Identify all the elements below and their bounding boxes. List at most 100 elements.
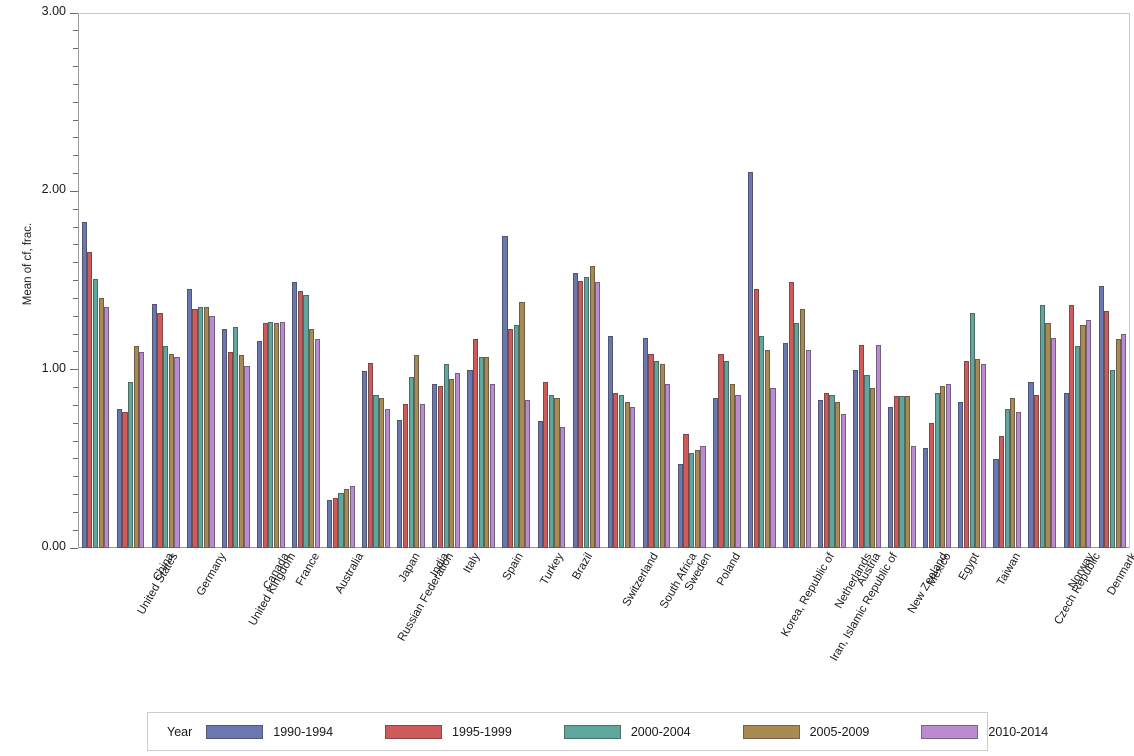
bar[interactable]: [823, 392, 829, 548]
bar[interactable]: [993, 458, 999, 548]
bar[interactable]: [788, 282, 794, 548]
bar[interactable]: [467, 369, 473, 548]
bar[interactable]: [478, 357, 484, 548]
bar[interactable]: [437, 385, 444, 548]
bar[interactable]: [578, 280, 584, 548]
bar[interactable]: [308, 328, 315, 548]
bar[interactable]: [753, 289, 759, 548]
bar[interactable]: [256, 341, 263, 548]
bar[interactable]: [700, 446, 706, 548]
bar[interactable]: [133, 346, 139, 548]
bar[interactable]: [297, 291, 303, 548]
bar[interactable]: [572, 273, 578, 548]
bar[interactable]: [1115, 339, 1121, 548]
bar[interactable]: [888, 407, 894, 548]
bar[interactable]: [829, 394, 835, 548]
bar[interactable]: [999, 435, 1005, 548]
bar[interactable]: [513, 325, 519, 548]
bar[interactable]: [630, 407, 636, 548]
bar[interactable]: [379, 398, 385, 548]
bar[interactable]: [665, 383, 671, 548]
bar[interactable]: [292, 282, 298, 548]
bar[interactable]: [227, 351, 233, 548]
bar[interactable]: [1069, 305, 1075, 548]
bar[interactable]: [853, 369, 859, 548]
bar[interactable]: [525, 399, 531, 548]
bar[interactable]: [408, 376, 414, 548]
bar[interactable]: [595, 282, 601, 548]
bar[interactable]: [186, 289, 193, 548]
legend-entry[interactable]: 2010-2014: [921, 724, 1048, 739]
bar[interactable]: [1104, 310, 1110, 548]
bar[interactable]: [1015, 412, 1022, 548]
bar[interactable]: [1039, 305, 1045, 548]
bar[interactable]: [940, 385, 946, 548]
bar[interactable]: [1098, 285, 1104, 548]
bar[interactable]: [1109, 369, 1116, 548]
bar[interactable]: [858, 344, 864, 548]
bar[interactable]: [454, 373, 461, 548]
bar[interactable]: [642, 337, 648, 548]
bar[interactable]: [934, 392, 940, 548]
bar[interactable]: [864, 375, 870, 548]
bar[interactable]: [262, 323, 268, 548]
bar[interactable]: [384, 408, 390, 548]
bar[interactable]: [1121, 334, 1127, 548]
bar[interactable]: [279, 321, 285, 548]
bar[interactable]: [87, 251, 93, 548]
bar[interactable]: [449, 378, 455, 548]
bar[interactable]: [694, 449, 700, 548]
bar[interactable]: [502, 235, 508, 548]
bar[interactable]: [782, 342, 789, 548]
bar[interactable]: [432, 383, 438, 548]
bar[interactable]: [268, 321, 274, 548]
bar[interactable]: [139, 351, 145, 548]
bar[interactable]: [712, 398, 719, 548]
bar[interactable]: [764, 350, 771, 548]
bar[interactable]: [980, 364, 987, 548]
bar[interactable]: [718, 353, 724, 548]
bar[interactable]: [794, 323, 800, 548]
bar[interactable]: [151, 303, 157, 548]
bar[interactable]: [945, 383, 951, 548]
legend-entry[interactable]: 1995-1999: [385, 724, 512, 739]
bar[interactable]: [613, 392, 619, 548]
bar[interactable]: [508, 328, 514, 548]
bar[interactable]: [1074, 346, 1080, 548]
bar[interactable]: [805, 350, 811, 548]
bar[interactable]: [958, 401, 964, 548]
bar[interactable]: [203, 307, 209, 548]
legend-entry[interactable]: 1990-1994: [206, 724, 333, 739]
bar[interactable]: [759, 335, 765, 548]
bar[interactable]: [209, 316, 215, 548]
bar[interactable]: [969, 312, 975, 548]
bar[interactable]: [799, 309, 806, 548]
legend-entry[interactable]: 2005-2009: [742, 724, 869, 739]
bar[interactable]: [1086, 319, 1092, 548]
bar[interactable]: [893, 396, 899, 548]
bar[interactable]: [419, 403, 425, 548]
bar[interactable]: [198, 307, 204, 548]
bar[interactable]: [963, 360, 970, 548]
bar[interactable]: [519, 301, 525, 548]
bar[interactable]: [537, 421, 543, 548]
bar[interactable]: [168, 353, 174, 548]
bar[interactable]: [923, 448, 929, 548]
bar[interactable]: [735, 394, 741, 548]
bar[interactable]: [899, 396, 905, 548]
bar[interactable]: [1080, 325, 1086, 548]
bar[interactable]: [233, 326, 239, 548]
legend-entry[interactable]: 2000-2004: [563, 724, 691, 739]
bar[interactable]: [489, 383, 496, 548]
bar[interactable]: [362, 371, 368, 548]
bar[interactable]: [624, 401, 630, 548]
bar[interactable]: [560, 426, 566, 548]
bar[interactable]: [1051, 337, 1057, 548]
bar[interactable]: [473, 339, 479, 548]
bar[interactable]: [273, 323, 280, 548]
bar[interactable]: [683, 433, 689, 548]
bar[interactable]: [910, 446, 916, 548]
bar[interactable]: [975, 358, 981, 548]
bar[interactable]: [1063, 392, 1069, 548]
bar[interactable]: [770, 387, 776, 548]
